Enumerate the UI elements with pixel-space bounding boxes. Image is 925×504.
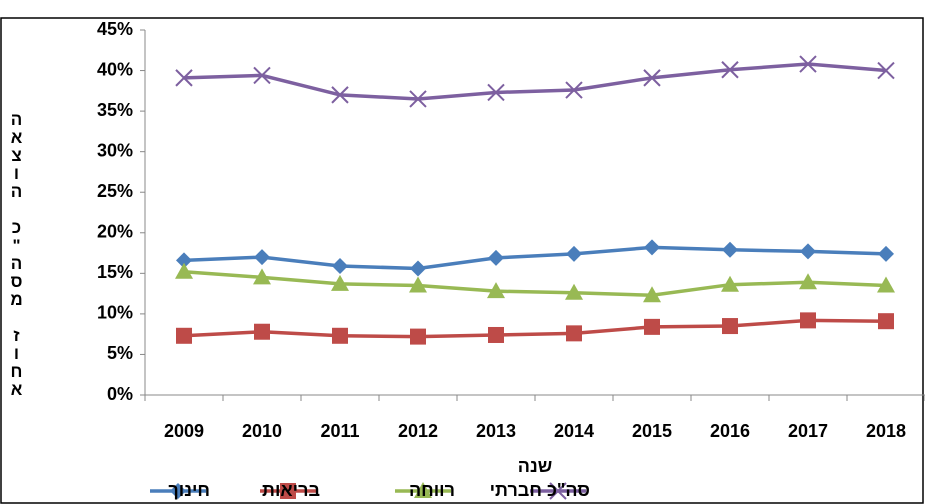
x-tick-label: 2013 <box>476 421 516 441</box>
series-line <box>183 245 887 271</box>
marker <box>280 483 296 499</box>
marker <box>877 276 895 293</box>
marker <box>487 83 505 102</box>
marker <box>799 273 817 290</box>
x-tick-label: 2018 <box>866 421 906 441</box>
legend-label: סה"כ חברתי <box>490 480 590 500</box>
y-tick-label: 35% <box>97 100 133 120</box>
legend-label: בריאות <box>262 480 320 500</box>
marker <box>331 86 349 104</box>
marker <box>175 69 193 87</box>
y-tick-label: 10% <box>97 303 133 323</box>
marker <box>409 276 427 293</box>
marker <box>254 249 270 266</box>
y-axis-label: אחוז מסה"כ הוצאה <box>7 110 26 398</box>
legend-label: חינוך <box>168 480 210 500</box>
marker <box>254 323 270 340</box>
marker <box>414 482 432 498</box>
marker <box>722 318 738 335</box>
marker <box>800 312 816 329</box>
marker <box>488 326 504 343</box>
legend-label: רווחה <box>409 480 455 500</box>
marker <box>488 249 504 266</box>
marker <box>176 327 192 344</box>
x-tick-label: 2017 <box>788 421 828 441</box>
marker <box>721 61 739 79</box>
marker <box>175 262 193 279</box>
x-tick-label: 2016 <box>710 421 750 441</box>
marker <box>176 252 192 269</box>
marker <box>253 268 271 285</box>
marker <box>331 274 349 291</box>
x-tick-label: 2009 <box>164 421 204 441</box>
y-tick-label: 0% <box>107 384 133 404</box>
marker <box>800 243 816 260</box>
marker <box>332 327 348 344</box>
y-tick-label: 20% <box>97 222 133 242</box>
frame <box>0 17 924 504</box>
series-line <box>183 269 887 297</box>
y-tick-label: 40% <box>97 59 133 79</box>
series-line <box>183 62 887 101</box>
x-axis-label: שנה <box>518 456 552 476</box>
x-tick-label: 2011 <box>320 421 359 441</box>
marker <box>721 275 739 292</box>
marker <box>644 318 660 335</box>
series-line <box>183 318 887 339</box>
marker <box>565 283 583 300</box>
marker <box>877 61 895 80</box>
marker <box>566 325 582 342</box>
marker <box>643 286 661 303</box>
x-tick-label: 2014 <box>554 421 594 441</box>
marker <box>565 81 583 99</box>
x-tick-label: 2015 <box>632 421 672 441</box>
marker <box>253 66 271 85</box>
y-tick-label: 15% <box>97 262 133 282</box>
marker <box>487 282 505 299</box>
marker <box>878 245 894 262</box>
marker <box>549 482 567 500</box>
x-tick-label: 2010 <box>242 421 282 441</box>
marker <box>409 90 427 108</box>
y-tick-label: 45% <box>97 19 133 39</box>
marker <box>170 483 186 499</box>
x-tick-label: 2012 <box>398 421 438 441</box>
y-tick-label: 25% <box>97 181 133 201</box>
marker <box>799 55 817 73</box>
marker <box>644 239 660 256</box>
marker <box>722 241 738 258</box>
marker <box>566 245 582 262</box>
y-tick-label: 30% <box>97 140 133 160</box>
marker <box>332 258 348 275</box>
marker <box>878 313 894 330</box>
marker <box>410 260 426 277</box>
marker <box>643 69 661 87</box>
marker <box>410 328 426 345</box>
y-tick-label: 5% <box>107 343 133 363</box>
